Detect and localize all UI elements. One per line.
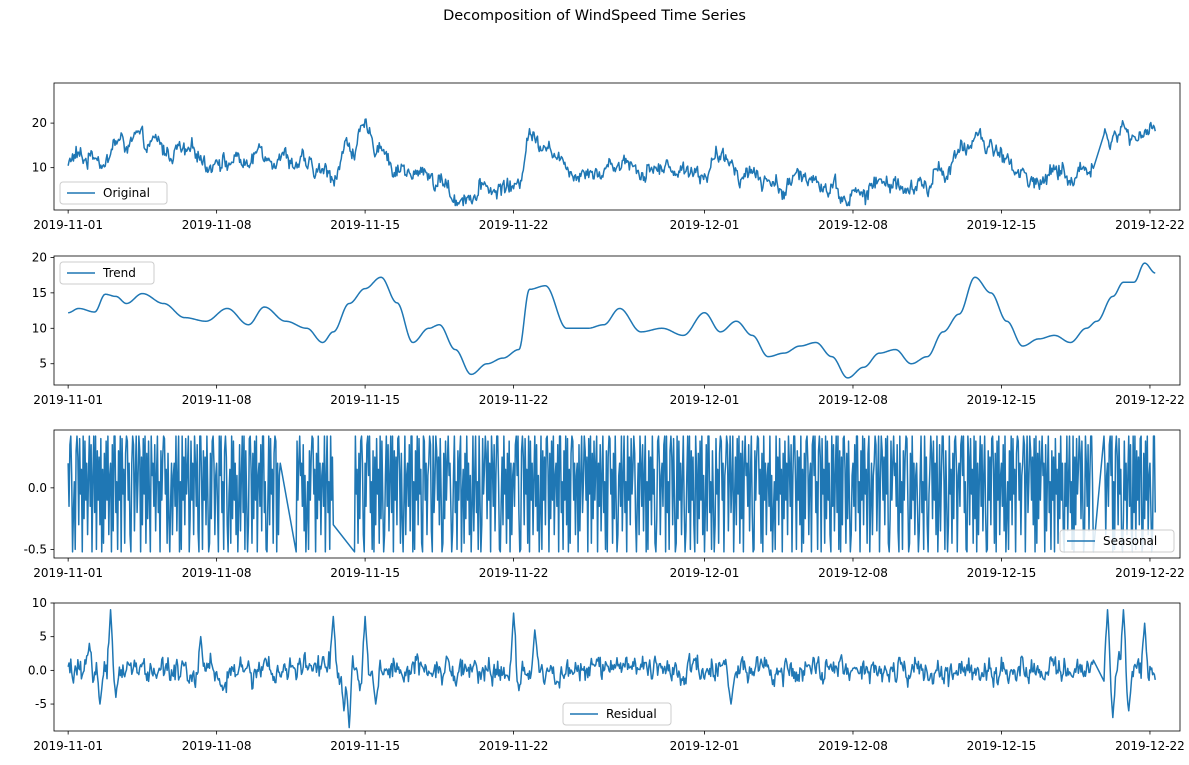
- seasonal-axes-frame: [53, 429, 1181, 559]
- residual-y-axis: -5 0.0 5 10: [28, 596, 54, 711]
- x-tick-label: 2019-12-15: [967, 739, 1037, 753]
- y-tick-label: 0.0: [28, 481, 47, 495]
- x-tick-label: 2019-12-08: [818, 218, 888, 232]
- seasonal-line-path: [67, 435, 1156, 553]
- y-tick-label: 15: [32, 286, 47, 300]
- x-tick-label: 2019-12-08: [818, 739, 888, 753]
- y-tick-label: 5: [39, 630, 47, 644]
- x-tick-label: 2019-11-08: [182, 739, 252, 753]
- legend-box: [59, 181, 168, 205]
- y-tick-label: -5: [35, 697, 47, 711]
- seasonal-y-axis: -0.5 0.0: [24, 481, 54, 556]
- legend-box: [562, 702, 672, 726]
- x-tick-label: 2019-11-01: [33, 566, 103, 580]
- legend-label: Original: [103, 186, 150, 200]
- x-tick-label: 2019-12-15: [967, 393, 1037, 407]
- original-legend: Original: [59, 181, 168, 205]
- trend-axes-frame: [53, 255, 1181, 386]
- legend-box: [59, 261, 155, 285]
- legend-box: [1059, 529, 1175, 553]
- x-tick-label: 2019-12-22: [1115, 218, 1185, 232]
- legend-label: Trend: [102, 266, 136, 280]
- original-series-line: [67, 118, 1156, 207]
- x-tick-label: 2019-12-22: [1115, 566, 1185, 580]
- y-tick-label: 10: [32, 321, 47, 335]
- x-tick-label: 2019-12-08: [818, 393, 888, 407]
- x-tick-label: 2019-11-15: [330, 566, 400, 580]
- x-tick-label: 2019-12-15: [967, 566, 1037, 580]
- x-tick-label: 2019-12-22: [1115, 393, 1185, 407]
- x-tick-label: 2019-11-01: [33, 218, 103, 232]
- x-tick-label: 2019-11-22: [479, 739, 549, 753]
- seasonal-legend: Seasonal: [1059, 529, 1175, 553]
- x-tick-label: 2019-11-22: [479, 218, 549, 232]
- residual-x-axis: 2019-11-01 2019-11-08 2019-11-15 2019-11-22…: [33, 731, 1185, 753]
- trend-legend: Trend: [59, 261, 155, 285]
- trend-x-axis: 2019-11-01 2019-11-08 2019-11-15 2019-11-22…: [33, 385, 1185, 407]
- x-tick-label: 2019-11-01: [33, 739, 103, 753]
- residual-legend: Residual: [562, 702, 672, 726]
- y-tick-label: 5: [39, 357, 47, 371]
- x-tick-label: 2019-12-01: [670, 393, 740, 407]
- residual-series-line: [67, 608, 1156, 729]
- original-y-axis: 10 20: [32, 116, 54, 175]
- trend-line-path: [68, 262, 1156, 379]
- x-tick-label: 2019-12-15: [967, 218, 1037, 232]
- original-axes-frame: [53, 82, 1181, 211]
- legend-label: Residual: [606, 707, 657, 721]
- x-tick-label: 2019-11-01: [33, 393, 103, 407]
- x-tick-label: 2019-12-01: [670, 739, 740, 753]
- y-tick-label: -0.5: [24, 542, 47, 556]
- x-tick-label: 2019-11-15: [330, 739, 400, 753]
- trend-series-line: [68, 262, 1156, 379]
- y-tick-label: 10: [32, 596, 47, 610]
- y-tick-label: 20: [32, 250, 47, 264]
- x-tick-label: 2019-11-22: [479, 566, 549, 580]
- residual-axes-frame: [53, 602, 1181, 732]
- x-tick-label: 2019-11-08: [182, 218, 252, 232]
- seasonal-panel: -0.50.0 2019-11-01 2019-11-08 2019-11-15 20…: [24, 429, 1185, 580]
- y-tick-label: 20: [32, 116, 47, 130]
- x-tick-label: 2019-12-01: [670, 218, 740, 232]
- x-tick-label: 2019-11-08: [182, 393, 252, 407]
- legend-label: Seasonal: [1103, 534, 1157, 548]
- y-tick-label: 10: [32, 161, 47, 175]
- original-line-path: [67, 118, 1156, 207]
- y-tick-label: 0.0: [28, 663, 47, 677]
- seasonal-series-line: [67, 435, 1156, 553]
- seasonal-x-axis: 2019-11-01 2019-11-08 2019-11-15 2019-11-22…: [33, 558, 1185, 580]
- x-tick-label: 2019-12-01: [670, 566, 740, 580]
- x-tick-label: 2019-11-15: [330, 218, 400, 232]
- x-tick-label: 2019-12-22: [1115, 739, 1185, 753]
- trend-y-axis: 5 10 15 20: [32, 250, 54, 371]
- original-x-axis: 2019-11-01 2019-11-08 2019-11-15 2019-11-22…: [33, 210, 1185, 232]
- figure-title: Decomposition of WindSpeed Time Series: [443, 8, 746, 24]
- x-tick-label: 2019-12-08: [818, 566, 888, 580]
- x-tick-label: 2019-11-22: [479, 393, 549, 407]
- residual-line-path: [67, 608, 1156, 729]
- x-tick-label: 2019-11-08: [182, 566, 252, 580]
- x-tick-label: 2019-11-15: [330, 393, 400, 407]
